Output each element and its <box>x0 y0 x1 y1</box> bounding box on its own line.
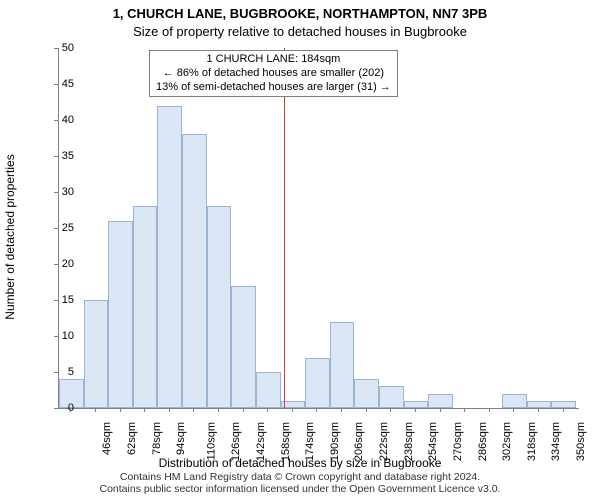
y-tick-label: 30 <box>44 186 74 198</box>
y-tick-mark <box>54 300 58 301</box>
footer-line-2: Contains public sector information licen… <box>0 483 600 496</box>
histogram-bar <box>551 401 576 408</box>
x-tick-mark <box>489 408 490 412</box>
histogram-bar <box>428 394 453 408</box>
x-tick-mark <box>341 408 342 412</box>
y-tick-label: 10 <box>44 330 74 342</box>
y-tick-label: 5 <box>44 366 74 378</box>
title-line-2: Size of property relative to detached ho… <box>0 24 600 39</box>
x-tick-mark <box>169 408 170 412</box>
y-tick-mark <box>54 156 58 157</box>
x-tick-mark <box>267 408 268 412</box>
x-tick-mark <box>513 408 514 412</box>
x-tick-mark <box>464 408 465 412</box>
histogram-bar <box>182 134 207 408</box>
y-tick-mark <box>54 408 58 409</box>
y-tick-label: 25 <box>44 222 74 234</box>
y-tick-mark <box>54 264 58 265</box>
x-tick-label: 94sqm <box>175 422 187 455</box>
x-tick-mark <box>316 408 317 412</box>
plot-area: 1 CHURCH LANE: 184sqm← 86% of detached h… <box>58 48 579 409</box>
histogram-bar <box>527 401 552 408</box>
x-tick-mark <box>70 408 71 412</box>
x-tick-mark <box>120 408 121 412</box>
x-tick-mark <box>366 408 367 412</box>
histogram-bar <box>256 372 281 408</box>
histogram-bar <box>108 221 133 408</box>
annotation-line-3: 13% of semi-detached houses are larger (… <box>156 81 391 95</box>
footer: Contains HM Land Registry data © Crown c… <box>0 471 600 496</box>
histogram-bar <box>502 394 527 408</box>
annotation-line-1: 1 CHURCH LANE: 184sqm <box>156 53 391 67</box>
x-tick-label: 46sqm <box>101 422 113 455</box>
y-tick-label: 35 <box>44 150 74 162</box>
x-tick-mark <box>144 408 145 412</box>
histogram-bar <box>84 300 109 408</box>
histogram-bar <box>133 206 158 408</box>
x-tick-mark <box>563 408 564 412</box>
annotation-line-2: ← 86% of detached houses are smaller (20… <box>156 67 391 81</box>
y-axis-label: Number of detached properties <box>3 154 17 319</box>
reference-line <box>284 48 285 408</box>
chart-container: 1, CHURCH LANE, BUGBROOKE, NORTHAMPTON, … <box>0 0 600 500</box>
histogram-bar <box>157 106 182 408</box>
title-line-1: 1, CHURCH LANE, BUGBROOKE, NORTHAMPTON, … <box>0 6 600 21</box>
y-tick-label: 45 <box>44 78 74 90</box>
x-tick-mark <box>390 408 391 412</box>
histogram-bar <box>231 286 256 408</box>
histogram-bar <box>354 379 379 408</box>
x-axis-label: Distribution of detached houses by size … <box>0 456 600 470</box>
x-tick-mark <box>440 408 441 412</box>
footer-line-1: Contains HM Land Registry data © Crown c… <box>0 471 600 484</box>
histogram-bar <box>379 386 404 408</box>
y-tick-label: 50 <box>44 42 74 54</box>
y-tick-label: 40 <box>44 114 74 126</box>
x-tick-mark <box>538 408 539 412</box>
histogram-bar <box>207 206 232 408</box>
y-tick-mark <box>54 228 58 229</box>
y-tick-mark <box>54 336 58 337</box>
annotation-box: 1 CHURCH LANE: 184sqm← 86% of detached h… <box>149 50 398 97</box>
y-tick-mark <box>54 120 58 121</box>
x-tick-label: 62sqm <box>126 422 138 455</box>
histogram-bar <box>330 322 355 408</box>
y-tick-mark <box>54 84 58 85</box>
x-tick-mark <box>243 408 244 412</box>
x-tick-mark <box>292 408 293 412</box>
x-tick-label: 78sqm <box>151 422 163 455</box>
x-tick-label: 110sqm <box>205 422 217 460</box>
y-tick-mark <box>54 192 58 193</box>
histogram-bar <box>404 401 429 408</box>
x-tick-mark <box>95 408 96 412</box>
x-tick-mark <box>218 408 219 412</box>
y-tick-label: 20 <box>44 258 74 270</box>
x-tick-mark <box>193 408 194 412</box>
x-tick-mark <box>415 408 416 412</box>
histogram-bar <box>305 358 330 408</box>
y-tick-mark <box>54 48 58 49</box>
y-tick-mark <box>54 372 58 373</box>
y-tick-label: 15 <box>44 294 74 306</box>
